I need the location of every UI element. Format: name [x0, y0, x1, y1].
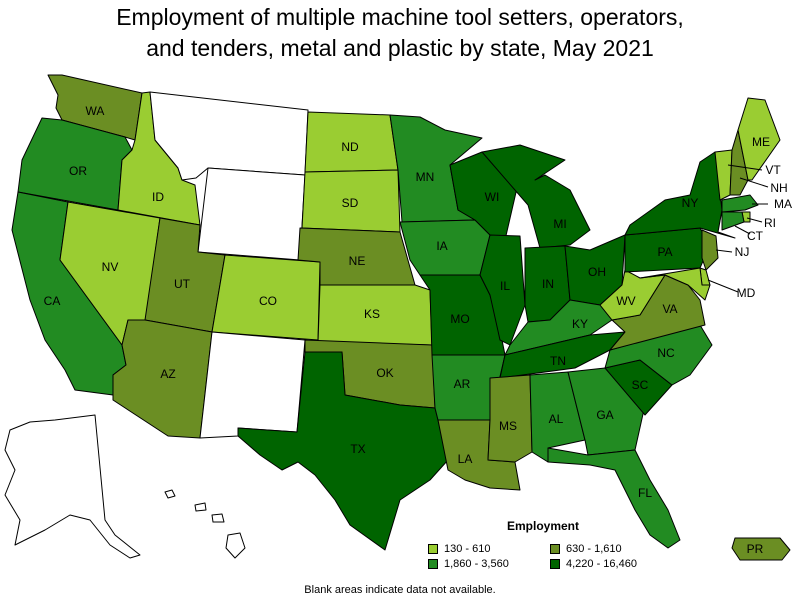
label-AL: AL: [549, 412, 564, 426]
label-MD: MD: [737, 286, 756, 300]
legend-item-3: 1,860 - 3,560: [428, 558, 550, 570]
label-AR: AR: [454, 377, 471, 391]
label-VA: VA: [662, 302, 677, 316]
state-WY[interactable]: [198, 168, 305, 260]
legend-label-1: 130 - 610: [444, 543, 490, 555]
label-CT: CT: [747, 229, 764, 243]
label-MA: MA: [774, 197, 792, 211]
label-NC: NC: [657, 346, 675, 360]
label-KS: KS: [364, 307, 380, 321]
legend-title: Employment: [418, 519, 668, 533]
label-WI: WI: [485, 190, 500, 204]
legend-item-2: 630 - 1,610: [550, 543, 668, 555]
label-NH: NH: [770, 181, 787, 195]
label-RI: RI: [764, 216, 776, 230]
label-ID: ID: [152, 190, 164, 204]
label-PA: PA: [657, 245, 672, 259]
label-CA: CA: [44, 294, 61, 308]
state-AK[interactable]: [5, 415, 140, 558]
label-OK: OK: [376, 366, 393, 380]
label-LA: LA: [458, 452, 473, 466]
label-UT: UT: [174, 277, 191, 291]
legend: Employment 130 - 610 630 - 1,610 1,860 -…: [428, 519, 668, 570]
label-FL: FL: [638, 486, 652, 500]
label-VT: VT: [765, 163, 781, 177]
legend-swatch-4: [550, 559, 560, 569]
legend-item-1: 130 - 610: [428, 543, 550, 555]
label-MS: MS: [499, 419, 517, 433]
label-IL: IL: [500, 279, 510, 293]
label-ND: ND: [341, 140, 359, 154]
label-MN: MN: [416, 170, 435, 184]
label-AZ: AZ: [160, 367, 175, 381]
label-IA: IA: [436, 239, 447, 253]
legend-swatch-1: [428, 544, 438, 554]
label-OH: OH: [588, 265, 606, 279]
blank-areas-note: Blank areas indicate data not available.: [0, 584, 800, 596]
legend-label-4: 4,220 - 16,460: [566, 558, 637, 570]
legend-grid: 130 - 610 630 - 1,610 1,860 - 3,560 4,22…: [428, 543, 668, 570]
legend-swatch-2: [550, 544, 560, 554]
legend-swatch-3: [428, 559, 438, 569]
label-WA: WA: [86, 104, 105, 118]
legend-item-4: 4,220 - 16,460: [550, 558, 668, 570]
label-CO: CO: [259, 294, 277, 308]
label-PR: PR: [747, 542, 764, 556]
label-KY: KY: [572, 317, 588, 331]
label-OR: OR: [69, 164, 87, 178]
legend-label-3: 1,860 - 3,560: [444, 558, 509, 570]
legend-label-2: 630 - 1,610: [566, 543, 622, 555]
label-MO: MO: [450, 312, 469, 326]
state-NM[interactable]: [200, 332, 305, 438]
label-ME: ME: [752, 135, 770, 149]
label-MI: MI: [553, 217, 566, 231]
label-NE: NE: [349, 254, 366, 268]
label-TN: TN: [550, 354, 566, 368]
label-SC: SC: [632, 378, 649, 392]
label-SD: SD: [342, 196, 359, 210]
label-IN: IN: [542, 277, 554, 291]
state-NJ[interactable]: [702, 230, 718, 270]
state-CT[interactable]: [722, 212, 744, 230]
label-GA: GA: [596, 408, 613, 422]
state-HI[interactable]: [165, 490, 245, 558]
label-NV: NV: [102, 260, 119, 274]
label-WV: WV: [616, 294, 635, 308]
label-TX: TX: [350, 442, 365, 456]
label-NY: NY: [682, 196, 699, 210]
label-NJ: NJ: [735, 245, 750, 259]
